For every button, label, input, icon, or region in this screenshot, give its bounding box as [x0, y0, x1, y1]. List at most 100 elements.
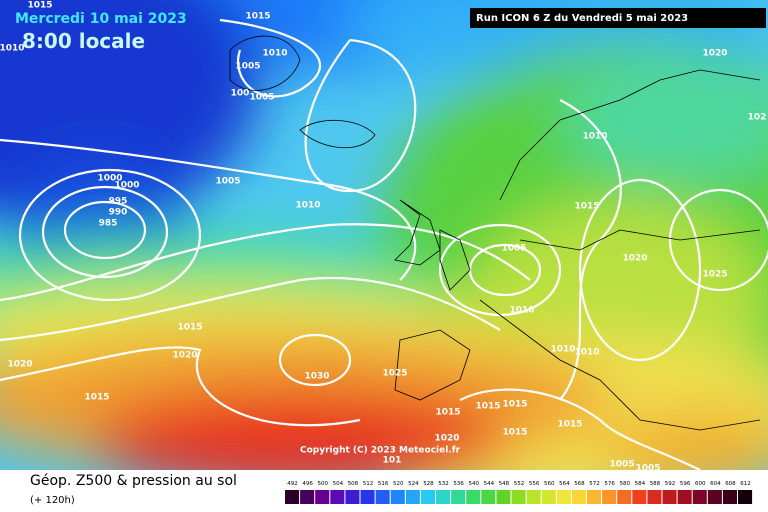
scale-label: 528 [423, 481, 434, 487]
scale-swatch [632, 490, 647, 504]
run-box [470, 8, 766, 28]
isobar-label: 1015 [475, 402, 500, 412]
isobar-label: 1020 [702, 49, 727, 59]
isobar-label: 1000 [97, 174, 122, 184]
copyright: Copyright (C) 2023 Meteociel.fr [300, 446, 461, 456]
isobar-label: 1005 [215, 177, 240, 187]
scale-swatch [315, 490, 330, 504]
isobar-label: 1010 [262, 49, 287, 59]
scale-label: 492 [287, 481, 298, 487]
isobar-label: 1020 [434, 434, 459, 444]
scale-label: 568 [574, 481, 585, 487]
isobar-label: 1015 [502, 400, 527, 410]
scale-label: 500 [318, 481, 329, 487]
scale-swatch [526, 490, 541, 504]
footer-title: Géop. Z500 & pression au sol [30, 473, 237, 489]
scale-label: 504 [333, 481, 344, 487]
scale-swatch [451, 490, 466, 504]
scale-label: 532 [438, 481, 449, 487]
isobar-label: 1030 [304, 372, 329, 382]
isobar-label: 1015 [27, 1, 52, 11]
scale-swatch [285, 490, 300, 504]
isobar-label: 995 [109, 197, 128, 207]
scale-label: 556 [529, 481, 540, 487]
scale-swatch [662, 490, 677, 504]
scale-label: 576 [604, 481, 615, 487]
scale-swatch [738, 490, 753, 504]
scale-swatch [602, 490, 617, 504]
isobar-label: 101 [383, 456, 402, 466]
isobar-label: 1015 [557, 420, 582, 430]
isobar-label: 1010 [574, 348, 599, 358]
scale-swatch [481, 490, 496, 504]
isobar-label: 1010 [295, 201, 320, 211]
scale-swatch [436, 490, 451, 504]
scale-swatch [496, 490, 511, 504]
scale-swatch [360, 490, 375, 504]
isobar-label: 1005 [235, 62, 260, 72]
isobar-label: 1010 [550, 345, 575, 355]
scale-swatch [466, 490, 481, 504]
scale-label: 612 [740, 481, 751, 487]
scale-label: 524 [408, 481, 419, 487]
scale-label: 548 [499, 481, 510, 487]
scale-swatch [707, 490, 722, 504]
time-label: 8:00 locale [22, 29, 145, 53]
isobar-label: 1015 [574, 202, 599, 212]
scale-label: 588 [650, 481, 661, 487]
isobar-label: 1010 [582, 132, 607, 142]
scale-swatch [300, 490, 315, 504]
scale-label: 544 [484, 481, 495, 487]
scale-label: 584 [635, 481, 646, 487]
isobar-label: 1020 [622, 254, 647, 264]
isobar-label: 1005 [609, 460, 634, 470]
scale-label: 604 [710, 481, 721, 487]
scale-label: 600 [695, 481, 706, 487]
scale-swatch [571, 490, 586, 504]
isobar-label: 1020 [7, 360, 32, 370]
scale-label: 608 [725, 481, 736, 487]
scale-swatch [647, 490, 662, 504]
scale-swatch [330, 490, 345, 504]
footer-lead: (+ 120h) [30, 495, 75, 506]
scale-swatch [420, 490, 435, 504]
scale-label: 520 [393, 481, 404, 487]
scale-swatch [587, 490, 602, 504]
isobar-label: 1005 [635, 464, 660, 474]
scale-label: 516 [378, 481, 389, 487]
scale-swatch [692, 490, 707, 504]
scale-swatch [556, 490, 571, 504]
color-scale: 492 496 500 504 508 512 516 520 524 528 532 536 540 5… [285, 481, 753, 504]
isobar-label: 1015 [502, 428, 527, 438]
scale-swatch [617, 490, 632, 504]
isobar-label: 1015 [177, 323, 202, 333]
scale-swatch [677, 490, 692, 504]
scale-label: 496 [302, 481, 313, 487]
isobar-label: 1005 [501, 244, 526, 254]
scale-swatch [511, 490, 526, 504]
scale-label: 512 [363, 481, 374, 487]
scale-swatch [375, 490, 390, 504]
scale-label: 596 [680, 481, 691, 487]
isobar-label: 1005 [249, 93, 274, 103]
isobar-label: 102 [748, 113, 767, 123]
scale-label: 580 [620, 481, 631, 487]
isobar-label: 1025 [382, 369, 407, 379]
scale-swatch [390, 490, 405, 504]
isobar-label: 1010 [509, 306, 534, 316]
scale-label: 592 [665, 481, 676, 487]
scale-swatch [345, 490, 360, 504]
scale-swatch [541, 490, 556, 504]
date-label: Mercredi 10 mai 2023 [15, 11, 187, 27]
isobar-label: 990 [109, 208, 128, 218]
scale-label: 536 [453, 481, 464, 487]
run-label: Run ICON 6 Z du Vendredi 5 mai 2023 [476, 13, 688, 24]
scale-label: 572 [589, 481, 600, 487]
scale-swatch [405, 490, 420, 504]
isobar-label: 1015 [245, 12, 270, 22]
scale-label: 560 [544, 481, 555, 487]
isobar-label: 100 [231, 89, 250, 99]
